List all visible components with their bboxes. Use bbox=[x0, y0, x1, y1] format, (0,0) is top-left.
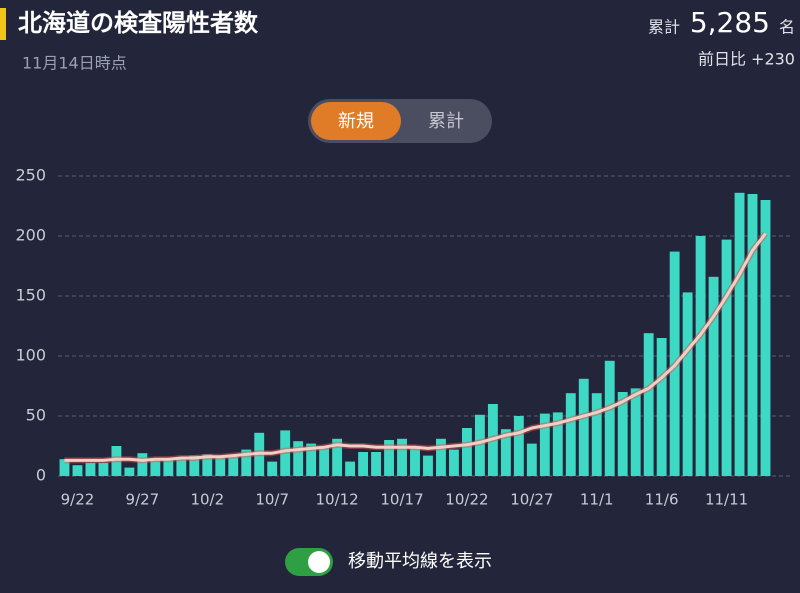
bar bbox=[345, 461, 356, 476]
bar bbox=[215, 458, 226, 476]
bar bbox=[630, 388, 641, 476]
y-tick-label: 250 bbox=[15, 166, 46, 185]
bar bbox=[656, 338, 667, 476]
title: 北海道の検査陽性者数 bbox=[18, 9, 259, 37]
bar bbox=[552, 412, 563, 476]
y-tick-label: 150 bbox=[15, 286, 46, 305]
bar bbox=[643, 333, 654, 476]
unit: 名 bbox=[779, 18, 795, 37]
x-tick-label: 11/6 bbox=[645, 491, 679, 509]
bar bbox=[241, 449, 252, 476]
bar bbox=[189, 455, 200, 476]
x-tick-label: 10/22 bbox=[445, 491, 488, 509]
bar bbox=[449, 449, 459, 476]
bar bbox=[59, 459, 70, 476]
y-tick-label: 200 bbox=[15, 226, 46, 245]
y-tick-label: 50 bbox=[26, 406, 46, 425]
bar bbox=[150, 458, 161, 476]
bar bbox=[436, 438, 446, 476]
segment-total[interactable]: 累計 bbox=[428, 111, 464, 132]
bar bbox=[397, 438, 407, 476]
bar bbox=[137, 453, 148, 476]
x-tick-label: 9/27 bbox=[126, 491, 160, 509]
bar bbox=[500, 429, 511, 476]
bar bbox=[526, 443, 537, 476]
bar bbox=[85, 462, 96, 476]
x-tick-label: 10/2 bbox=[190, 491, 224, 509]
bar bbox=[760, 200, 771, 476]
bar bbox=[565, 393, 576, 476]
title-accent bbox=[0, 8, 6, 40]
bar bbox=[371, 452, 381, 476]
bar bbox=[293, 441, 304, 476]
bar bbox=[578, 378, 589, 476]
x-tick-label: 10/27 bbox=[510, 491, 553, 509]
y-tick-label: 100 bbox=[15, 346, 46, 365]
bar bbox=[708, 276, 719, 476]
bar bbox=[306, 443, 317, 476]
bar bbox=[604, 360, 615, 476]
switch-knob[interactable] bbox=[308, 551, 330, 573]
bar bbox=[176, 459, 187, 476]
asof: 11月14日時点 bbox=[22, 54, 127, 73]
x-tick-label: 10/17 bbox=[380, 491, 423, 509]
bar bbox=[319, 446, 330, 476]
bar bbox=[591, 393, 602, 476]
x-tick-label: 10/12 bbox=[315, 491, 358, 509]
total-label: 累計 bbox=[648, 18, 680, 37]
bar bbox=[461, 428, 472, 476]
bar bbox=[747, 194, 758, 476]
bar bbox=[384, 440, 394, 476]
y-tick-label: 0 bbox=[36, 466, 46, 485]
total: 5,285 bbox=[690, 6, 770, 39]
moving-average bbox=[64, 232, 767, 462]
bar bbox=[124, 467, 135, 476]
bar bbox=[267, 461, 278, 476]
bar bbox=[734, 192, 745, 477]
bar bbox=[682, 292, 693, 476]
diff: 前日比 +230 bbox=[698, 50, 795, 69]
bar bbox=[98, 462, 109, 476]
bar bbox=[539, 413, 550, 476]
bar bbox=[202, 454, 213, 476]
x-tick-label: 11/11 bbox=[705, 491, 748, 509]
bar bbox=[163, 458, 174, 476]
x-tick-label: 10/7 bbox=[255, 491, 289, 509]
bar bbox=[513, 416, 524, 476]
bar bbox=[410, 446, 420, 476]
bar bbox=[617, 392, 628, 476]
switch-label: 移動平均線を表示 bbox=[348, 551, 492, 572]
bar bbox=[332, 438, 343, 476]
bar bbox=[228, 456, 239, 476]
bar bbox=[423, 455, 433, 476]
x-tick-label: 9/22 bbox=[61, 491, 95, 509]
x-tick-label: 11/1 bbox=[580, 491, 614, 509]
bar bbox=[721, 239, 732, 476]
segment-active[interactable] bbox=[311, 102, 401, 140]
bar bbox=[695, 236, 706, 476]
segment-new[interactable]: 新規 bbox=[338, 111, 374, 132]
bar bbox=[358, 452, 369, 476]
bar bbox=[72, 465, 83, 476]
